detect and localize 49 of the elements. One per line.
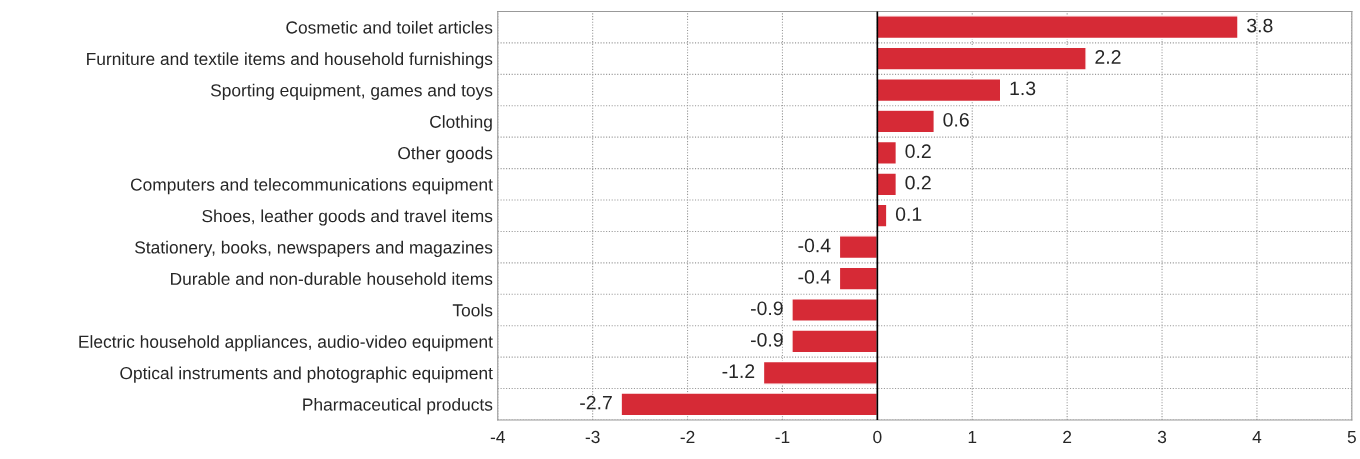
- data-label: 0.2: [905, 144, 931, 159]
- bar: [876, 203, 888, 228]
- y-tick-label: Tools: [452, 303, 493, 317]
- x-tick-label: 0: [873, 430, 882, 444]
- data-label: 3.8: [1247, 18, 1273, 33]
- bar: [876, 140, 898, 165]
- x-tick-label: 1: [968, 431, 977, 443]
- data-label: 0.1: [895, 207, 922, 221]
- y-tick-label: Clothing: [430, 115, 492, 132]
- x-tick-label: -3: [585, 430, 600, 444]
- y-tick-label: Computers and telecommunications equipment: [130, 178, 493, 195]
- x-tick-label: -1: [775, 431, 790, 443]
- data-label: -1.2: [722, 364, 755, 378]
- bar: [876, 109, 935, 134]
- y-tick-label: Furniture and textile items and household furnishings: [87, 52, 493, 69]
- data-label: 0.2: [905, 175, 931, 190]
- data-label: -0.4: [798, 238, 831, 253]
- bar: [838, 235, 879, 260]
- data-label: 2.2: [1095, 50, 1121, 64]
- x-tick-label: -4: [490, 431, 505, 443]
- y-tick-label: Pharmaceutical products: [303, 397, 493, 415]
- bar: [762, 360, 879, 385]
- bar: [791, 297, 879, 323]
- x-tick-label: -2: [680, 430, 695, 443]
- y-tick-label: Electric household appliances, audio-video equipment: [79, 335, 493, 352]
- x-tick-label: 2: [1063, 430, 1072, 443]
- data-label: 0.6: [943, 112, 969, 127]
- y-tick-label: Other goods: [398, 146, 493, 163]
- bar: [791, 329, 879, 354]
- y-tick-label: Durable and non-durable household items: [171, 272, 493, 286]
- data-label: -2.7: [580, 395, 612, 410]
- bar: [876, 78, 1002, 103]
- x-tick-label: 4: [1252, 431, 1262, 443]
- y-tick-label: Sporting equipment, games and toys: [210, 83, 493, 100]
- data-label: -0.9: [750, 301, 783, 316]
- bar: [876, 172, 898, 197]
- y-tick-label: Shoes, leather goods and travel items: [202, 209, 493, 226]
- x-tick-label: 3: [1157, 430, 1167, 444]
- x-tick-label: 5: [1347, 431, 1356, 444]
- bar: [620, 392, 879, 417]
- y-tick-label: Cosmetic and toilet articles: [286, 20, 493, 34]
- bar: [876, 46, 1087, 71]
- y-tick-label: Stationery, books, newspapers and magazines: [135, 240, 493, 258]
- bar: [876, 15, 1239, 40]
- data-label: -0.9: [750, 332, 783, 347]
- y-tick-label: Optical instruments and photographic equipment: [120, 366, 493, 383]
- data-label: 1.3: [1010, 81, 1036, 96]
- bar: [838, 266, 879, 291]
- data-label: -0.4: [798, 270, 831, 284]
